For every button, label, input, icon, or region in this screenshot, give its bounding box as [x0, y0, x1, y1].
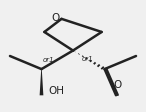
- Text: O: O: [51, 13, 59, 23]
- Text: or1: or1: [43, 57, 54, 63]
- Polygon shape: [40, 69, 43, 95]
- Text: O: O: [113, 80, 121, 90]
- Text: OH: OH: [49, 86, 65, 96]
- Text: or1: or1: [82, 56, 93, 62]
